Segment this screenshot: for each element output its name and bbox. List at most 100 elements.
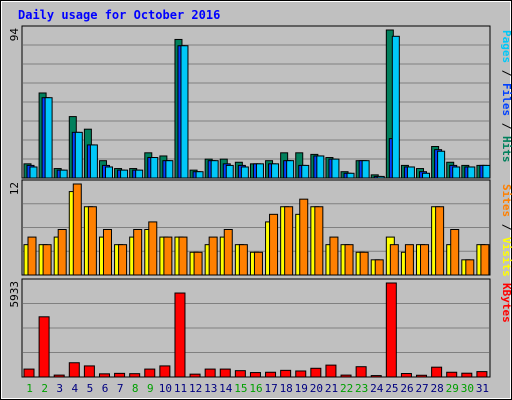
bar-pages-day-29 xyxy=(452,166,461,179)
x-tick-day-26: 26 xyxy=(400,382,413,395)
bar-sites-day-28 xyxy=(435,206,445,276)
bar-kbytes-day-18 xyxy=(280,369,292,378)
x-tick-day-13: 13 xyxy=(204,382,217,395)
bar-kbytes-day-15 xyxy=(234,370,246,378)
bar-pages-day-12 xyxy=(195,171,204,179)
panel-top: 94 Pages / Files / Hits xyxy=(8,25,512,179)
bar-kbytes-day-5 xyxy=(83,365,95,378)
bar-kbytes-day-12 xyxy=(189,373,201,378)
x-tick-day-17: 17 xyxy=(264,382,277,395)
bar-kbytes-day-20 xyxy=(310,367,322,378)
bar-sites-day-16 xyxy=(253,251,263,276)
bar-sites-day-22 xyxy=(344,244,354,276)
bar-kbytes-day-4 xyxy=(68,362,80,378)
bar-sites-day-30 xyxy=(465,259,475,276)
bar-kbytes-day-9 xyxy=(144,368,156,378)
legend-mid: Sites / Visits xyxy=(500,184,512,277)
x-tick-day-28: 28 xyxy=(431,382,444,395)
bar-pages-day-5 xyxy=(89,144,98,179)
bar-sites-day-6 xyxy=(102,229,112,276)
legend-part-top-1: / xyxy=(500,63,512,83)
bar-sites-day-12 xyxy=(193,251,203,276)
bar-sites-day-7 xyxy=(118,244,128,276)
bar-pages-day-28 xyxy=(437,150,446,179)
x-tick-day-10: 10 xyxy=(159,382,172,395)
bar-kbytes-day-28 xyxy=(431,366,443,378)
bar-sites-day-9 xyxy=(148,221,158,276)
x-tick-day-19: 19 xyxy=(295,382,308,395)
bar-sites-day-1 xyxy=(27,236,37,276)
bar-pages-day-22 xyxy=(346,172,355,179)
bar-kbytes-day-7 xyxy=(114,372,126,378)
bar-kbytes-day-31 xyxy=(476,371,488,378)
legend-part-bot-0: KBytes xyxy=(500,283,512,323)
bar-sites-day-3 xyxy=(57,229,67,276)
legend-part-top-2: Files xyxy=(500,83,512,116)
bar-pages-day-30 xyxy=(467,166,476,179)
x-tick-day-22: 22 xyxy=(340,382,353,395)
bar-sites-day-25 xyxy=(389,244,399,276)
legend-part-mid-1: / xyxy=(500,217,512,237)
bar-pages-day-25 xyxy=(391,35,400,179)
max-label-mid: 12 xyxy=(8,182,21,195)
x-tick-day-3: 3 xyxy=(56,382,63,395)
bar-kbytes-day-3 xyxy=(53,374,65,378)
bar-sites-day-20 xyxy=(314,206,324,276)
bar-kbytes-day-2 xyxy=(38,316,50,378)
bar-sites-day-10 xyxy=(163,236,173,276)
x-tick-day-7: 7 xyxy=(117,382,124,395)
legend-part-mid-0: Sites xyxy=(500,184,512,217)
bar-pages-day-10 xyxy=(165,160,174,179)
bar-pages-day-31 xyxy=(482,164,491,179)
bar-kbytes-day-16 xyxy=(249,372,261,378)
bar-kbytes-day-22 xyxy=(340,374,352,378)
x-tick-day-16: 16 xyxy=(249,382,262,395)
bar-kbytes-day-25 xyxy=(385,282,397,378)
bar-sites-day-4 xyxy=(72,183,82,276)
bar-sites-day-19 xyxy=(299,198,309,276)
legend-part-top-4: Hits xyxy=(500,136,512,163)
bar-kbytes-day-19 xyxy=(295,370,307,378)
bar-pages-day-6 xyxy=(104,166,113,179)
bar-sites-day-5 xyxy=(87,206,97,276)
legend-part-mid-2: Visits xyxy=(500,237,512,277)
x-tick-day-9: 9 xyxy=(147,382,154,395)
x-tick-day-15: 15 xyxy=(234,382,247,395)
chart-panels: 94 Pages / Files / Hits 12 Sites / Visits 59… xyxy=(8,25,512,378)
bar-pages-day-23 xyxy=(361,160,370,179)
bar-pages-day-26 xyxy=(406,166,415,179)
bar-sites-day-17 xyxy=(269,213,279,276)
bar-pages-day-17 xyxy=(271,163,280,179)
x-tick-day-30: 30 xyxy=(461,382,474,395)
bar-pages-day-4 xyxy=(74,131,83,179)
bar-kbytes-day-14 xyxy=(219,368,231,378)
bar-pages-day-20 xyxy=(316,155,325,179)
bar-sites-day-13 xyxy=(208,236,218,276)
x-tick-day-2: 2 xyxy=(41,382,48,395)
bar-pages-day-24 xyxy=(376,175,385,179)
max-label-bot: 5933 xyxy=(8,281,21,308)
bar-sites-day-21 xyxy=(329,236,339,276)
bar-pages-day-7 xyxy=(120,169,129,179)
legend-part-top-3: / xyxy=(500,116,512,136)
bar-pages-day-15 xyxy=(240,166,249,179)
bar-kbytes-day-8 xyxy=(129,373,141,378)
bar-kbytes-day-17 xyxy=(265,371,277,378)
bar-kbytes-day-24 xyxy=(370,375,382,378)
x-tick-day-24: 24 xyxy=(370,382,384,395)
bar-pages-day-2 xyxy=(44,97,53,179)
bar-kbytes-day-11 xyxy=(174,292,186,378)
bar-kbytes-day-30 xyxy=(461,372,473,378)
x-axis-labels: 1 2 3 4 5 6 7 8 9 10 11 12 13 14 15 16 17 18 19 20 21 22 23 24 2… xyxy=(26,382,489,395)
bar-pages-day-3 xyxy=(59,169,68,179)
bar-sites-day-24 xyxy=(374,259,384,276)
x-tick-day-4: 4 xyxy=(72,382,79,395)
x-tick-day-23: 23 xyxy=(355,382,368,395)
bar-kbytes-day-1 xyxy=(23,368,35,378)
bar-kbytes-day-13 xyxy=(204,368,216,378)
legend-top: Pages / Files / Hits xyxy=(500,30,512,163)
bar-sites-day-23 xyxy=(359,251,369,276)
bar-pages-day-11 xyxy=(180,45,189,179)
